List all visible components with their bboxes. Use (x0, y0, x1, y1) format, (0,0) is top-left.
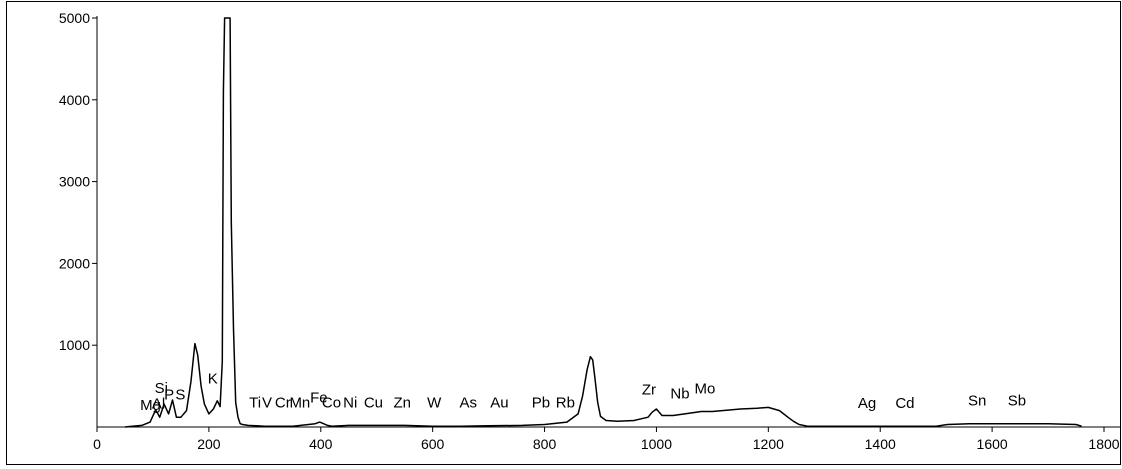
x-tick-label: 400 (309, 436, 333, 452)
spectrum-line (124, 17, 1082, 428)
element-label-al: Al (152, 396, 165, 413)
x-tick-label: 0 (93, 436, 101, 452)
element-label-ag: Ag (858, 395, 876, 412)
element-label-zn: Zn (394, 394, 412, 411)
element-label-mn: Mn (289, 394, 310, 411)
y-tick-label: 4000 (59, 92, 90, 108)
element-label-as: As (460, 394, 478, 411)
element-label-cd: Cd (895, 395, 914, 412)
x-tick-label: 1200 (753, 436, 784, 452)
element-label-si: Si (155, 380, 168, 397)
element-label-pb: Pb (532, 394, 550, 411)
x-tick-label: 200 (197, 436, 221, 452)
element-label-mg: Mg (140, 397, 161, 414)
y-tick-label: 3000 (59, 174, 90, 190)
element-label-s: S (175, 387, 185, 404)
y-ticks: 1000 2000 3000 4000 5000 (59, 10, 97, 353)
element-label-sb: Sb (1008, 392, 1026, 409)
element-label-sn: Sn (968, 392, 986, 409)
y-tick-label: 2000 (59, 255, 90, 271)
x-tick-label: 1600 (977, 436, 1008, 452)
element-label-zr: Zr (642, 382, 656, 399)
element-label-nb: Nb (670, 385, 689, 402)
x-tick-label: 1800 (1088, 436, 1119, 452)
element-label-co: Co (322, 394, 341, 411)
x-tick-label: 600 (421, 436, 445, 452)
x-tick-label: 1000 (641, 436, 672, 452)
element-label-k: K (208, 371, 218, 388)
element-label-cr: Cr (275, 394, 291, 411)
element-label-p: P (164, 387, 174, 404)
element-label-cu: Cu (364, 394, 383, 411)
x-tick-label: 1400 (865, 436, 896, 452)
x-tick-label: 800 (533, 436, 557, 452)
element-label-v: V (262, 394, 272, 411)
element-label-au: Au (490, 394, 508, 411)
axes (96, 16, 1120, 428)
element-label-ti: Ti (249, 394, 261, 411)
element-label-rb: Rb (556, 394, 575, 411)
y-tick-label: 1000 (59, 337, 90, 353)
series-layer (124, 17, 1082, 428)
plot-frame (6, 1, 1121, 465)
element-label-w: W (427, 394, 442, 411)
y-tick-label: 5000 (59, 10, 90, 26)
element-label-fe: Fe (310, 389, 328, 406)
element-label-ni: Ni (343, 394, 357, 411)
x-ticks: 0 200 400 600 800 1000 1200 1400 1600 1800 (93, 427, 1120, 452)
element-label-mo: Mo (694, 380, 715, 397)
